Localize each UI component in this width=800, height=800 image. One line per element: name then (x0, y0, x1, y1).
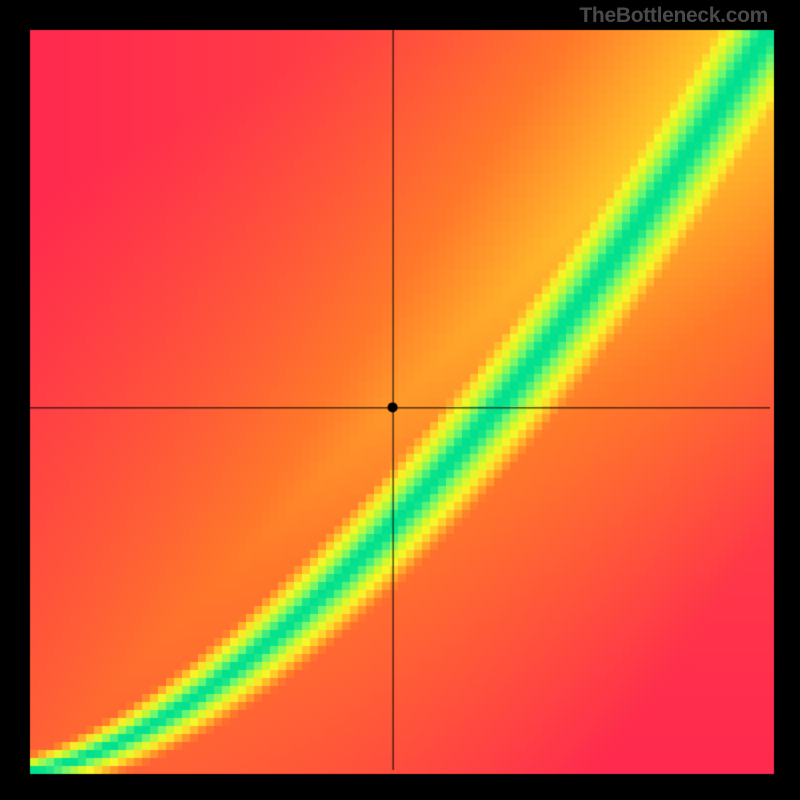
chart-container: TheBottleneck.com (0, 0, 800, 800)
bottleneck-heatmap-canvas (0, 0, 800, 800)
watermark-text: TheBottleneck.com (579, 4, 768, 28)
